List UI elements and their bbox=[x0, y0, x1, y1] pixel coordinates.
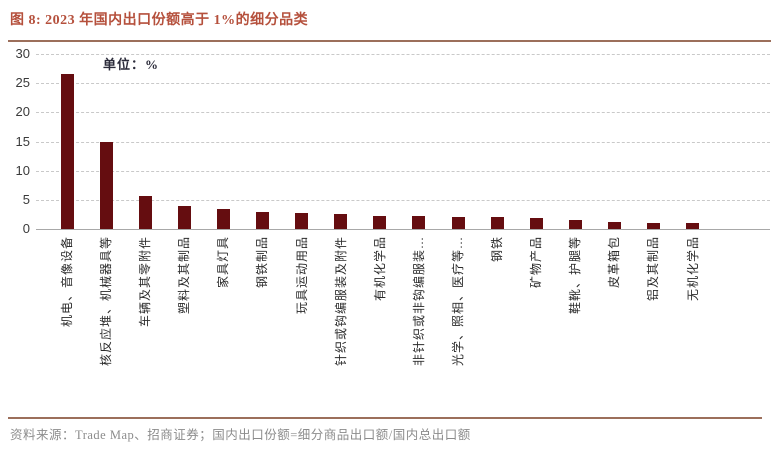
x-label-14: 鞋靴、护腿等 bbox=[568, 236, 583, 315]
gridline-20 bbox=[36, 112, 770, 114]
y-tick-label-15: 15 bbox=[15, 133, 30, 149]
bar-3 bbox=[138, 195, 152, 229]
figure-title: 图 8: 2023 年国内出口份额高于 1%的细分品类 bbox=[10, 13, 309, 28]
x-label-3: 车辆及其零附件 bbox=[138, 236, 153, 328]
y-tick-label-0: 0 bbox=[22, 221, 30, 236]
bar-17 bbox=[686, 223, 700, 229]
footer-divider-rule bbox=[8, 417, 762, 419]
bar-7 bbox=[295, 212, 309, 229]
y-tick-label-20: 20 bbox=[15, 104, 30, 120]
title-divider-rule bbox=[8, 40, 771, 42]
x-label-9: 有机化学品 bbox=[372, 236, 387, 302]
gridline-15 bbox=[36, 141, 770, 143]
bar-10 bbox=[412, 216, 426, 229]
bar-15 bbox=[607, 222, 621, 229]
x-label-10: 非针织或非钩编服装… bbox=[411, 236, 426, 367]
x-axis-line bbox=[36, 229, 770, 230]
bar-chart: 单位：% 0 5 10 15 20 25 30 机电、音像设备 核反应堆、机械器具等 车辆及其零附… bbox=[0, 46, 779, 417]
bar-16 bbox=[647, 222, 660, 229]
y-tick-label-10: 10 bbox=[15, 162, 30, 178]
x-label-8: 针织或钩编服装及附件 bbox=[333, 236, 348, 367]
gridline-10 bbox=[36, 170, 770, 172]
bar-1 bbox=[60, 73, 74, 229]
x-label-17: 无机化学品 bbox=[685, 236, 700, 302]
unit-label: 单位：% bbox=[103, 57, 160, 72]
x-label-13: 矿物产品 bbox=[529, 236, 544, 289]
gridline-5 bbox=[36, 199, 770, 201]
y-tick-label-25: 25 bbox=[15, 75, 30, 91]
source-note: 资料来源：Trade Map、招商证券；国内出口份额=细分商品出口额/国内总出口… bbox=[10, 428, 471, 442]
y-tick-label-30: 30 bbox=[15, 46, 30, 61]
x-label-7: 玩具运动用品 bbox=[294, 236, 309, 315]
gridline-25 bbox=[36, 83, 770, 85]
gridline-30 bbox=[36, 54, 770, 55]
x-label-4: 塑料及其制品 bbox=[177, 236, 192, 315]
bar-13 bbox=[529, 217, 543, 229]
bar-8 bbox=[334, 214, 348, 229]
bar-9 bbox=[373, 215, 387, 229]
x-label-11: 光学、照相、医疗等… bbox=[451, 236, 465, 367]
x-label-16: 铝及其制品 bbox=[646, 236, 661, 302]
bar-14 bbox=[568, 219, 582, 229]
bar-4 bbox=[177, 206, 191, 229]
x-label-1: 机电、音像设备 bbox=[60, 236, 74, 328]
x-label-2: 核反应堆、机械器具等 bbox=[99, 236, 114, 367]
bar-2 bbox=[99, 141, 113, 229]
bar-5 bbox=[216, 208, 230, 229]
bar-6 bbox=[256, 211, 269, 229]
bar-11 bbox=[451, 216, 465, 229]
x-label-6: 钢铁制品 bbox=[255, 236, 270, 289]
x-label-15: 皮革箱包 bbox=[607, 236, 622, 289]
bar-12 bbox=[490, 217, 504, 229]
y-tick-label-5: 5 bbox=[22, 191, 30, 207]
x-label-12: 钢铁 bbox=[490, 236, 505, 263]
x-label-5: 家具灯具 bbox=[216, 236, 231, 289]
